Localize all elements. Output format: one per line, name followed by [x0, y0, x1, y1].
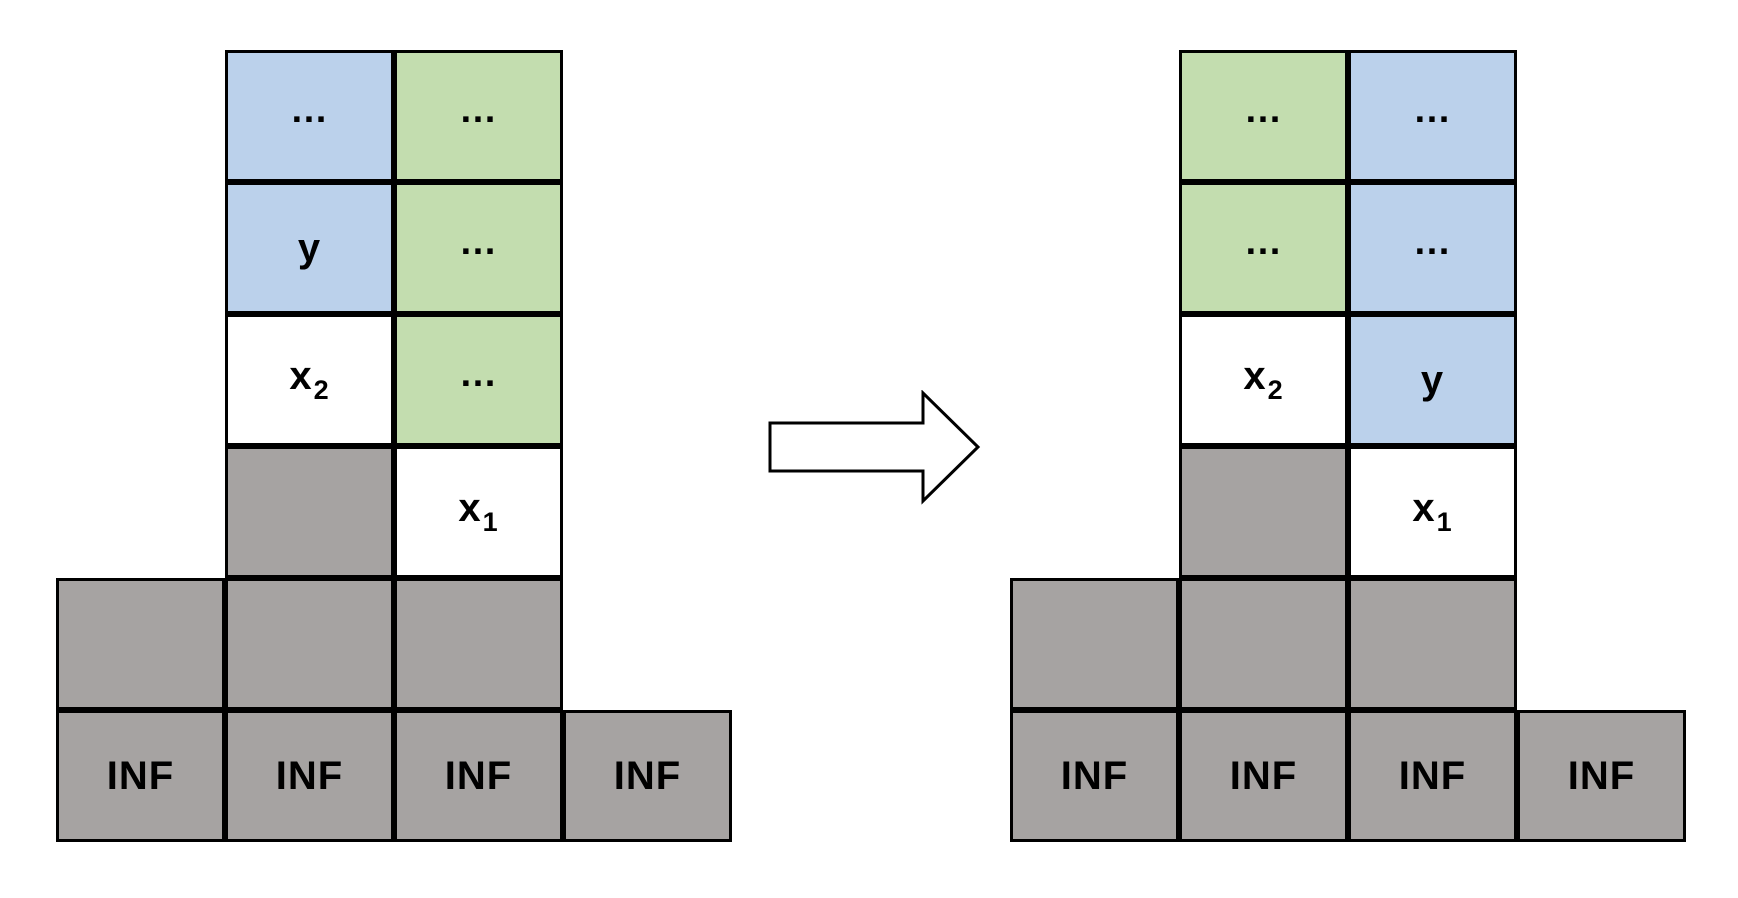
cell-label: …: [1244, 88, 1283, 131]
cell-label: …: [459, 352, 498, 395]
x2-cell: x2: [225, 314, 394, 446]
x1-cell: x1: [394, 446, 563, 578]
empty-cell: [1010, 578, 1179, 710]
cell-subscript: 2: [1267, 375, 1284, 405]
cell-label: INF: [1567, 753, 1636, 798]
cell-label: INF: [613, 753, 682, 798]
empty-cell: [1179, 446, 1348, 578]
cell-subscript: 1: [1436, 507, 1453, 537]
inf-cell: INF: [1517, 710, 1686, 842]
cell-label: x2: [289, 354, 330, 405]
inf-cell: INF: [1179, 710, 1348, 842]
cell-label: INF: [106, 753, 175, 798]
ellipsis-cell: …: [225, 50, 394, 182]
cell-label: …: [459, 220, 498, 263]
cell-label: x1: [458, 486, 499, 537]
x1-cell: x1: [1348, 446, 1517, 578]
empty-cell: [394, 578, 563, 710]
inf-cell: INF: [225, 710, 394, 842]
y-cell: y: [225, 182, 394, 314]
cell-label: INF: [1229, 753, 1298, 798]
cell-label: INF: [444, 753, 513, 798]
grid-before: … … y … x2 … x1 INF INF INF INF: [56, 0, 746, 898]
cell-label: …: [1413, 88, 1452, 131]
empty-cell: [225, 446, 394, 578]
cell-label: y: [1420, 357, 1445, 402]
empty-cell: [56, 578, 225, 710]
inf-cell: INF: [1010, 710, 1179, 842]
ellipsis-cell: …: [394, 314, 563, 446]
cell-label: x2: [1243, 354, 1284, 405]
x2-cell: x2: [1179, 314, 1348, 446]
ellipsis-cell: …: [394, 182, 563, 314]
cell-label: …: [1244, 220, 1283, 263]
right-arrow-icon: [768, 390, 983, 510]
cell-subscript: 1: [482, 507, 499, 537]
cell-label: INF: [1060, 753, 1129, 798]
empty-cell: [1348, 578, 1517, 710]
inf-cell: INF: [563, 710, 732, 842]
inf-cell: INF: [1348, 710, 1517, 842]
empty-cell: [1179, 578, 1348, 710]
cell-label: …: [459, 88, 498, 131]
ellipsis-cell: …: [1179, 182, 1348, 314]
cell-subscript: 2: [313, 375, 330, 405]
cell-label: INF: [1398, 753, 1467, 798]
empty-cell: [225, 578, 394, 710]
ellipsis-cell: …: [1179, 50, 1348, 182]
cell-label: …: [1413, 220, 1452, 263]
y-cell: y: [1348, 314, 1517, 446]
cell-label: INF: [275, 753, 344, 798]
ellipsis-cell: …: [394, 50, 563, 182]
inf-cell: INF: [394, 710, 563, 842]
ellipsis-cell: …: [1348, 182, 1517, 314]
grid-after: … … … … x2 y x1 INF INF INF INF: [1010, 0, 1700, 898]
cell-label: …: [290, 88, 329, 131]
cell-label: y: [297, 225, 322, 270]
cell-label: x1: [1412, 486, 1453, 537]
ellipsis-cell: …: [1348, 50, 1517, 182]
inf-cell: INF: [56, 710, 225, 842]
